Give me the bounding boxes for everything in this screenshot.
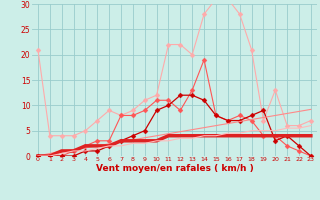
X-axis label: Vent moyen/en rafales ( km/h ): Vent moyen/en rafales ( km/h ): [96, 164, 253, 173]
